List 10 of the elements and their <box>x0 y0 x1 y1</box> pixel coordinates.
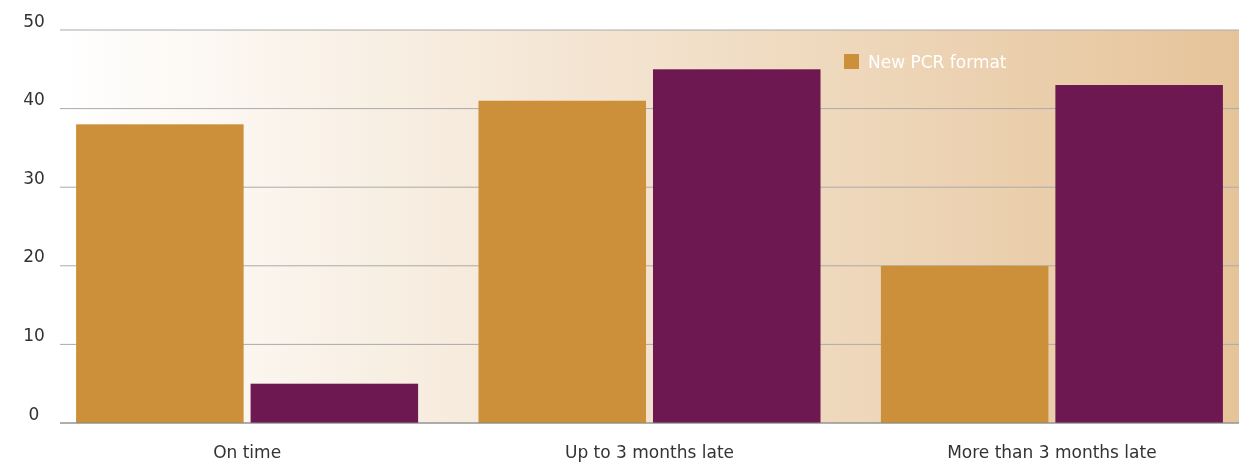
legend-label: New PCR format <box>868 52 1007 72</box>
y-tick-label: 50 <box>23 10 45 31</box>
y-tick-label: 0 <box>28 403 40 424</box>
y-tick-label: 40 <box>23 89 45 110</box>
y-tick-label: 30 <box>23 167 45 188</box>
y-tick-label: 20 <box>23 246 45 267</box>
x-tick-label: More than 3 months late <box>947 442 1157 462</box>
x-tick-label: On time <box>213 442 282 462</box>
y-tick-label: 10 <box>23 325 45 345</box>
x-tick-label: Up to 3 months late <box>564 442 735 462</box>
